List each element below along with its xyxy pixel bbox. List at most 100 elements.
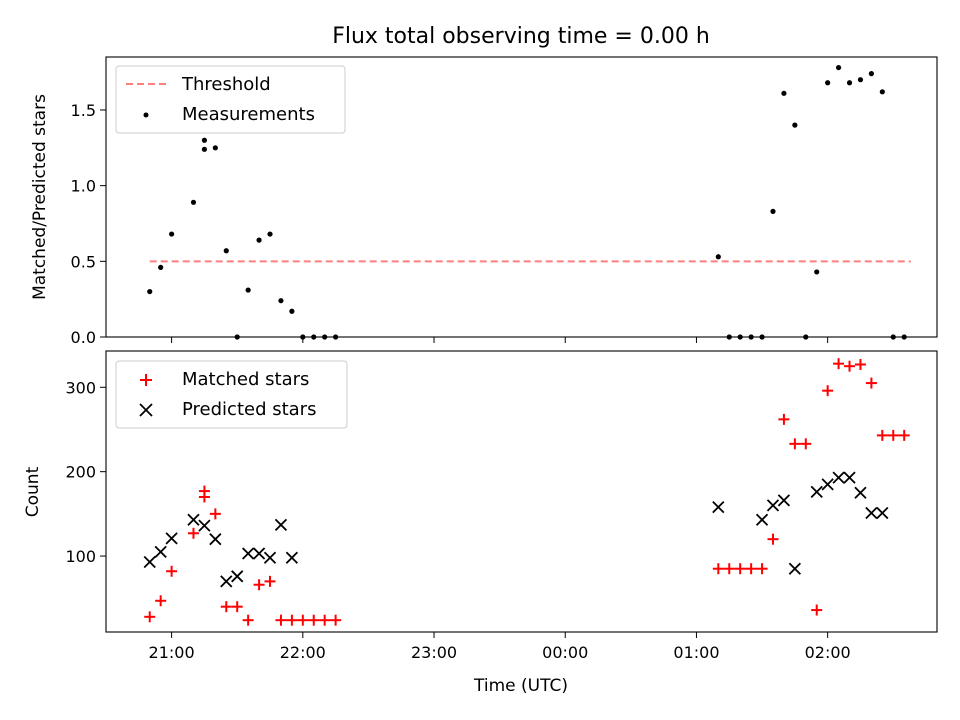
bottom-plot-marks — [143, 358, 910, 626]
matched-stars-point — [767, 533, 779, 545]
measurement-point — [835, 64, 842, 71]
matched-stars-point — [800, 438, 812, 450]
measurement-point — [901, 334, 907, 340]
measurement-point — [726, 334, 732, 340]
top-y-axis-label: Matched/Predicted stars — [30, 94, 50, 300]
predicted-stars-point — [220, 575, 233, 588]
measurement-point — [267, 231, 273, 237]
matched-stars-point — [297, 614, 309, 626]
top-panel: 0.0 0.5 1.0 1.5 Matched/Predicted stars Thr… — [30, 56, 938, 347]
bottom-legend-box — [115, 360, 348, 429]
measurement-point — [879, 89, 885, 95]
measurement-point — [846, 80, 853, 86]
measurement-point — [311, 334, 317, 340]
matched-stars-point — [155, 595, 167, 607]
matched-stars-point — [264, 575, 276, 587]
bottom-panel: 100 200 300 21:00 22:00 23:00 00:00 01:00 02:00… — [23, 350, 938, 696]
bottom-y-tick-label: 100 — [65, 547, 96, 566]
top-y-tick-label: 1.0 — [71, 177, 96, 196]
legend-measurements-label: Measurements — [182, 104, 315, 125]
bottom-x-tick-label: 21:00 — [149, 643, 195, 662]
predicted-stars-point — [143, 555, 156, 569]
predicted-stars-point — [154, 545, 167, 558]
legend-predicted-swatch — [139, 403, 153, 417]
predicted-stars-point — [198, 519, 211, 532]
matched-stars-point — [756, 563, 768, 575]
top-y-tick-label: 0.5 — [71, 252, 96, 271]
measurement-point — [814, 269, 820, 275]
predicted-stars-point — [777, 494, 791, 507]
measurement-point — [322, 334, 328, 340]
matched-stars-point — [789, 438, 801, 450]
predicted-stars-point — [209, 533, 222, 546]
matched-stars-point — [220, 601, 232, 613]
legend-matched-label: Matched stars — [182, 369, 309, 390]
predicted-stars-point — [285, 551, 299, 564]
measurement-point — [770, 208, 776, 214]
measurement-point — [169, 231, 175, 237]
matched-stars-point — [330, 614, 342, 626]
bottom-x-tick-label: 01:00 — [673, 643, 719, 662]
measurement-point — [278, 298, 284, 304]
legend-measurements-swatch — [143, 112, 149, 118]
bottom-x-tick-label: 02:00 — [805, 643, 851, 662]
measurement-point — [190, 199, 197, 205]
measurement-point — [223, 248, 229, 254]
measurement-point — [803, 334, 809, 340]
matched-stars-point — [275, 614, 287, 626]
matched-stars-point — [231, 601, 243, 613]
top-plot-marks — [147, 64, 911, 340]
measurement-point — [748, 334, 754, 340]
predicted-stars-point — [252, 547, 266, 560]
predicted-stars-point — [843, 471, 856, 484]
measurement-point — [890, 334, 896, 340]
measurement-point — [201, 146, 208, 152]
bottom-x-tick-label: 22:00 — [280, 643, 326, 662]
predicted-stars-point — [274, 518, 288, 531]
measurement-point — [759, 334, 765, 340]
measurement-point — [781, 90, 787, 96]
measurement-point — [825, 80, 831, 86]
measurement-point — [715, 254, 721, 260]
matched-stars-point — [854, 359, 866, 371]
matched-stars-point — [822, 385, 834, 397]
top-legend-box — [115, 65, 346, 134]
matched-stars-point — [166, 565, 178, 577]
measurement-point — [212, 145, 218, 151]
matched-stars-point — [887, 429, 899, 441]
measurement-point — [256, 237, 262, 243]
measurement-point — [300, 334, 306, 340]
predicted-stars-point — [242, 547, 255, 560]
bottom-y-tick-label: 300 — [65, 378, 96, 397]
matched-stars-point — [253, 579, 265, 591]
matched-stars-point — [898, 429, 910, 441]
top-y-tick-label: 1.5 — [71, 101, 96, 120]
matched-stars-point — [198, 485, 210, 497]
measurement-point — [289, 308, 295, 314]
bottom-legend: Matched stars Predicted stars — [115, 360, 348, 429]
legend-threshold-label: Threshold — [181, 74, 271, 95]
measurement-point — [333, 334, 339, 340]
matched-stars-point — [209, 508, 221, 520]
measurement-point — [857, 77, 864, 83]
matched-stars-point — [833, 358, 845, 370]
matched-stars-point — [286, 614, 298, 626]
x-axis-label: Time (UTC) — [473, 676, 568, 696]
bottom-x-tick-label: 00:00 — [542, 643, 588, 662]
matched-stars-point — [778, 413, 790, 425]
chart-title: Flux total observing time = 0.00 h — [332, 24, 710, 49]
legend-matched-swatch — [140, 374, 152, 386]
measurement-point — [158, 264, 164, 270]
predicted-stars-point — [755, 513, 769, 526]
measurement-point — [792, 122, 798, 128]
matched-stars-point — [844, 360, 856, 372]
bottom-x-ticks: 21:00 22:00 23:00 00:00 01:00 02:00 — [149, 632, 851, 662]
predicted-stars-point — [788, 562, 801, 575]
matched-stars-point — [723, 563, 735, 575]
matched-stars-point — [144, 611, 156, 623]
measurement-point — [234, 334, 240, 340]
bottom-x-tick-label: 23:00 — [411, 643, 457, 662]
matched-stars-point — [865, 377, 877, 389]
matched-stars-point — [734, 563, 746, 575]
